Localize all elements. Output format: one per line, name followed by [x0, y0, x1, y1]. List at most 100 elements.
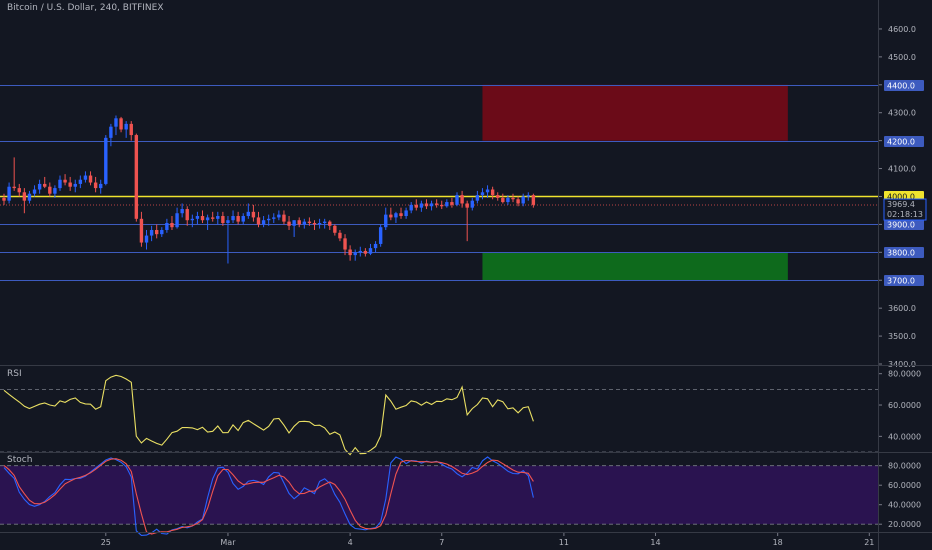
osc-line[interactable] [3, 374, 534, 456]
candle[interactable] [12, 157, 16, 191]
candle[interactable] [155, 224, 159, 239]
candle[interactable] [175, 207, 179, 229]
candle[interactable] [200, 210, 205, 224]
price-axis[interactable]: 4600.0 4500.0 4400.0 4300.0 4200.0 4100.0 4000… [878, 25, 927, 369]
candle[interactable] [485, 185, 490, 198]
candle[interactable] [363, 248, 368, 257]
candle[interactable] [2, 193, 6, 205]
candle[interactable] [302, 218, 307, 229]
candle[interactable] [251, 204, 256, 222]
candle[interactable] [180, 203, 184, 218]
candle[interactable] [501, 193, 505, 204]
candle[interactable] [277, 210, 281, 221]
candle[interactable] [338, 229, 342, 242]
candle[interactable] [88, 171, 93, 186]
candle[interactable] [149, 225, 154, 242]
candle[interactable] [185, 206, 189, 226]
candle[interactable] [22, 188, 27, 214]
candle[interactable] [414, 199, 418, 211]
candle[interactable] [53, 185, 57, 198]
candle[interactable] [68, 176, 72, 191]
candle[interactable] [373, 241, 378, 253]
stoch-pane[interactable] [0, 456, 878, 536]
candle[interactable] [496, 192, 500, 201]
candle[interactable] [48, 182, 52, 197]
candle[interactable] [27, 190, 32, 204]
candle[interactable] [93, 176, 98, 193]
candle[interactable] [348, 245, 352, 261]
candle[interactable] [312, 220, 317, 230]
candle[interactable] [353, 249, 357, 261]
candle[interactable] [119, 116, 123, 133]
candle[interactable] [139, 211, 144, 247]
candle[interactable] [114, 115, 118, 136]
candle[interactable] [190, 214, 195, 228]
candle[interactable] [205, 214, 210, 230]
candle[interactable] [516, 196, 520, 207]
candle[interactable] [343, 234, 347, 256]
candle[interactable] [221, 211, 225, 226]
osc-line[interactable] [3, 456, 534, 536]
candle[interactable] [129, 121, 133, 141]
candle[interactable] [83, 171, 88, 183]
candle[interactable] [109, 123, 113, 147]
candle[interactable] [266, 214, 271, 226]
candle[interactable] [195, 211, 200, 225]
candle[interactable] [394, 211, 398, 224]
candle[interactable] [144, 229, 149, 250]
candle[interactable] [424, 199, 429, 210]
candle[interactable] [333, 224, 337, 236]
candle[interactable] [506, 195, 510, 205]
candle[interactable] [37, 179, 42, 194]
candle[interactable] [292, 220, 296, 237]
candle[interactable] [322, 218, 327, 229]
price-pane[interactable] [0, 84, 878, 281]
candle[interactable] [389, 207, 393, 221]
candle[interactable] [17, 183, 21, 197]
candle[interactable] [170, 216, 174, 230]
candle[interactable] [99, 179, 103, 194]
candle[interactable] [241, 213, 245, 225]
candle[interactable] [526, 192, 530, 201]
candle[interactable] [378, 224, 383, 247]
candle[interactable] [236, 211, 240, 225]
candle[interactable] [246, 203, 251, 219]
candle[interactable] [165, 218, 169, 233]
candle[interactable] [226, 216, 230, 264]
candle[interactable] [434, 199, 439, 208]
candle[interactable] [7, 182, 11, 204]
candle[interactable] [63, 174, 67, 186]
candle[interactable] [399, 207, 403, 219]
candle[interactable] [297, 217, 301, 228]
candle[interactable] [261, 216, 266, 228]
candle[interactable] [216, 211, 220, 225]
candle[interactable] [480, 188, 485, 200]
candle[interactable] [78, 175, 83, 189]
candle[interactable] [455, 192, 459, 207]
candle[interactable] [531, 193, 536, 208]
candle[interactable] [256, 211, 261, 228]
candle[interactable] [384, 207, 388, 230]
candle[interactable] [32, 185, 37, 197]
candle[interactable] [368, 243, 373, 256]
candle[interactable] [521, 193, 525, 207]
candle[interactable] [231, 210, 235, 224]
candle[interactable] [43, 176, 47, 189]
candle[interactable] [307, 217, 312, 226]
candle[interactable] [465, 200, 469, 242]
candle[interactable] [358, 246, 362, 257]
candle[interactable] [73, 179, 77, 193]
candle[interactable] [104, 135, 108, 186]
candle[interactable] [429, 200, 434, 211]
candle[interactable] [272, 213, 276, 224]
candle-layer[interactable] [2, 115, 536, 264]
candle[interactable] [475, 190, 480, 204]
candle[interactable] [328, 220, 332, 230]
candle[interactable] [317, 218, 322, 229]
candle[interactable] [160, 227, 164, 237]
candle[interactable] [450, 197, 454, 208]
candle[interactable] [58, 175, 62, 191]
candle[interactable] [210, 211, 215, 222]
candle[interactable] [511, 193, 515, 203]
